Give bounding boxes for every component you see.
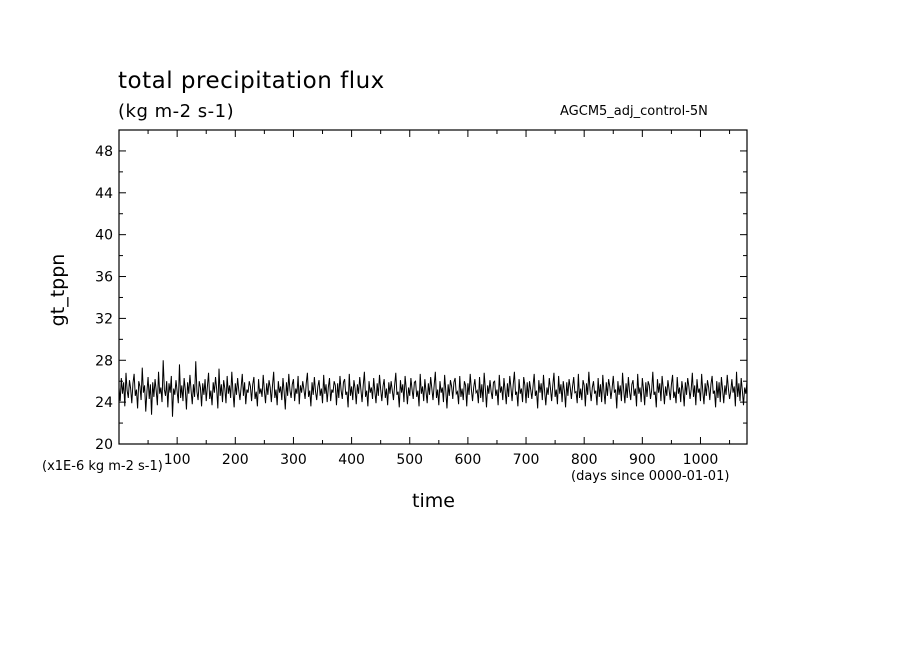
plot-frame-group xyxy=(118,129,748,445)
x-axis-units: (days since 0000-01-01) xyxy=(571,469,730,484)
dataset-label: AGCM5_adj_control-5N xyxy=(560,104,708,119)
y-axis-units: (x1E-6 kg m-2 s-1) xyxy=(42,459,163,474)
y-tick-label: 20 xyxy=(95,437,113,453)
x-tick-label: 900 xyxy=(629,452,656,468)
y-tick-label: 36 xyxy=(95,270,113,286)
x-tick-label: 200 xyxy=(222,452,249,468)
x-tick-label: 1000 xyxy=(683,452,719,468)
y-tick-label: 28 xyxy=(95,353,113,369)
y-tick-label: 40 xyxy=(95,228,113,244)
x-tick-label: 400 xyxy=(338,452,365,468)
x-tick-label: 700 xyxy=(513,452,540,468)
chart-title: total precipitation flux xyxy=(118,68,385,94)
y-tick-label: 24 xyxy=(95,395,113,411)
x-tick-label: 800 xyxy=(571,452,598,468)
series-group xyxy=(118,360,748,417)
ticks-group: 100 200 300 400 500 600 700 800 900 1000 20 24 28 32 3… xyxy=(95,129,747,468)
y-tick-label: 48 xyxy=(95,144,113,160)
x-tick-label: 500 xyxy=(396,452,423,468)
x-tick-label: 100 xyxy=(164,452,191,468)
y-tick-label: 32 xyxy=(95,311,113,327)
plot-frame xyxy=(118,129,748,445)
series-line xyxy=(118,360,748,417)
y-tick-label: 44 xyxy=(95,186,113,202)
chart-subtitle-units: (kg m-2 s-1) xyxy=(118,101,235,122)
x-tick-label: 600 xyxy=(455,452,482,468)
x-axis-label: time xyxy=(412,490,455,512)
x-tick-label: 300 xyxy=(280,452,307,468)
